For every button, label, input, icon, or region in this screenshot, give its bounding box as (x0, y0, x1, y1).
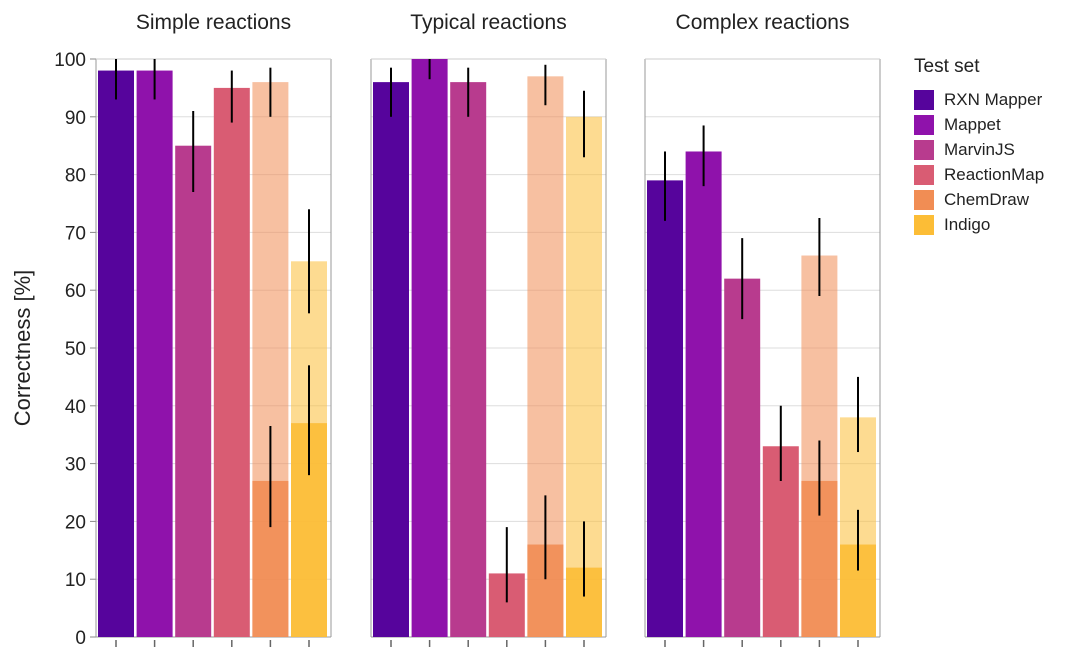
legend-label: RXN Mapper (944, 89, 1043, 109)
y-tick-label: 0 (75, 628, 86, 649)
bar (98, 70, 134, 637)
bar (175, 145, 212, 637)
bar (685, 151, 722, 638)
y-tick-label: 70 (65, 223, 86, 244)
y-tick-label: 40 (65, 397, 86, 418)
bar (213, 87, 250, 637)
y-tick-label: 60 (65, 281, 86, 302)
y-tick-label: 50 (65, 339, 86, 360)
legend-title: Test set (914, 56, 980, 77)
legend-swatch (914, 214, 934, 235)
bar (136, 70, 173, 637)
y-tick-label: 100 (54, 50, 86, 71)
y-tick-label: 10 (65, 570, 86, 591)
legend-item-rxn-mapper: RXN Mapper (914, 87, 1044, 112)
legend-label: Indigo (944, 214, 991, 234)
legend-label: MarvinJS (944, 139, 1015, 159)
y-axis-label: Correctness [%] (10, 270, 35, 427)
legend-swatch (914, 89, 934, 110)
panel-title: Simple reactions (136, 11, 291, 34)
legend-swatch (914, 164, 934, 185)
legend: Test set RXN Mapper Mappet MarvinJS Reac… (914, 56, 1044, 237)
legend-label: ReactionMap (944, 164, 1045, 184)
legend-item-marvinjs: MarvinJS (914, 137, 1044, 162)
bar (724, 278, 761, 637)
bar (411, 59, 448, 637)
y-tick-label: 80 (65, 166, 86, 187)
legend-item-mappet: Mappet (914, 112, 1044, 137)
legend-label: ChemDraw (944, 189, 1030, 209)
legend-swatch (914, 189, 934, 210)
y-tick-label: 20 (65, 512, 86, 533)
legend-swatch (914, 114, 934, 135)
bar (450, 82, 487, 638)
panel-title: Typical reactions (410, 11, 566, 34)
bar (373, 82, 409, 638)
bar (647, 180, 683, 637)
legend-item-chemdraw: ChemDraw (914, 187, 1044, 212)
y-tick-label: 30 (65, 455, 86, 476)
y-tick-label: 90 (65, 108, 86, 129)
legend-item-indigo: Indigo (914, 212, 1044, 237)
panel-title: Complex reactions (676, 11, 850, 34)
legend-swatch (914, 139, 934, 160)
legend-item-reactionmap: ReactionMap (914, 162, 1044, 187)
legend-label: Mappet (944, 114, 1001, 134)
